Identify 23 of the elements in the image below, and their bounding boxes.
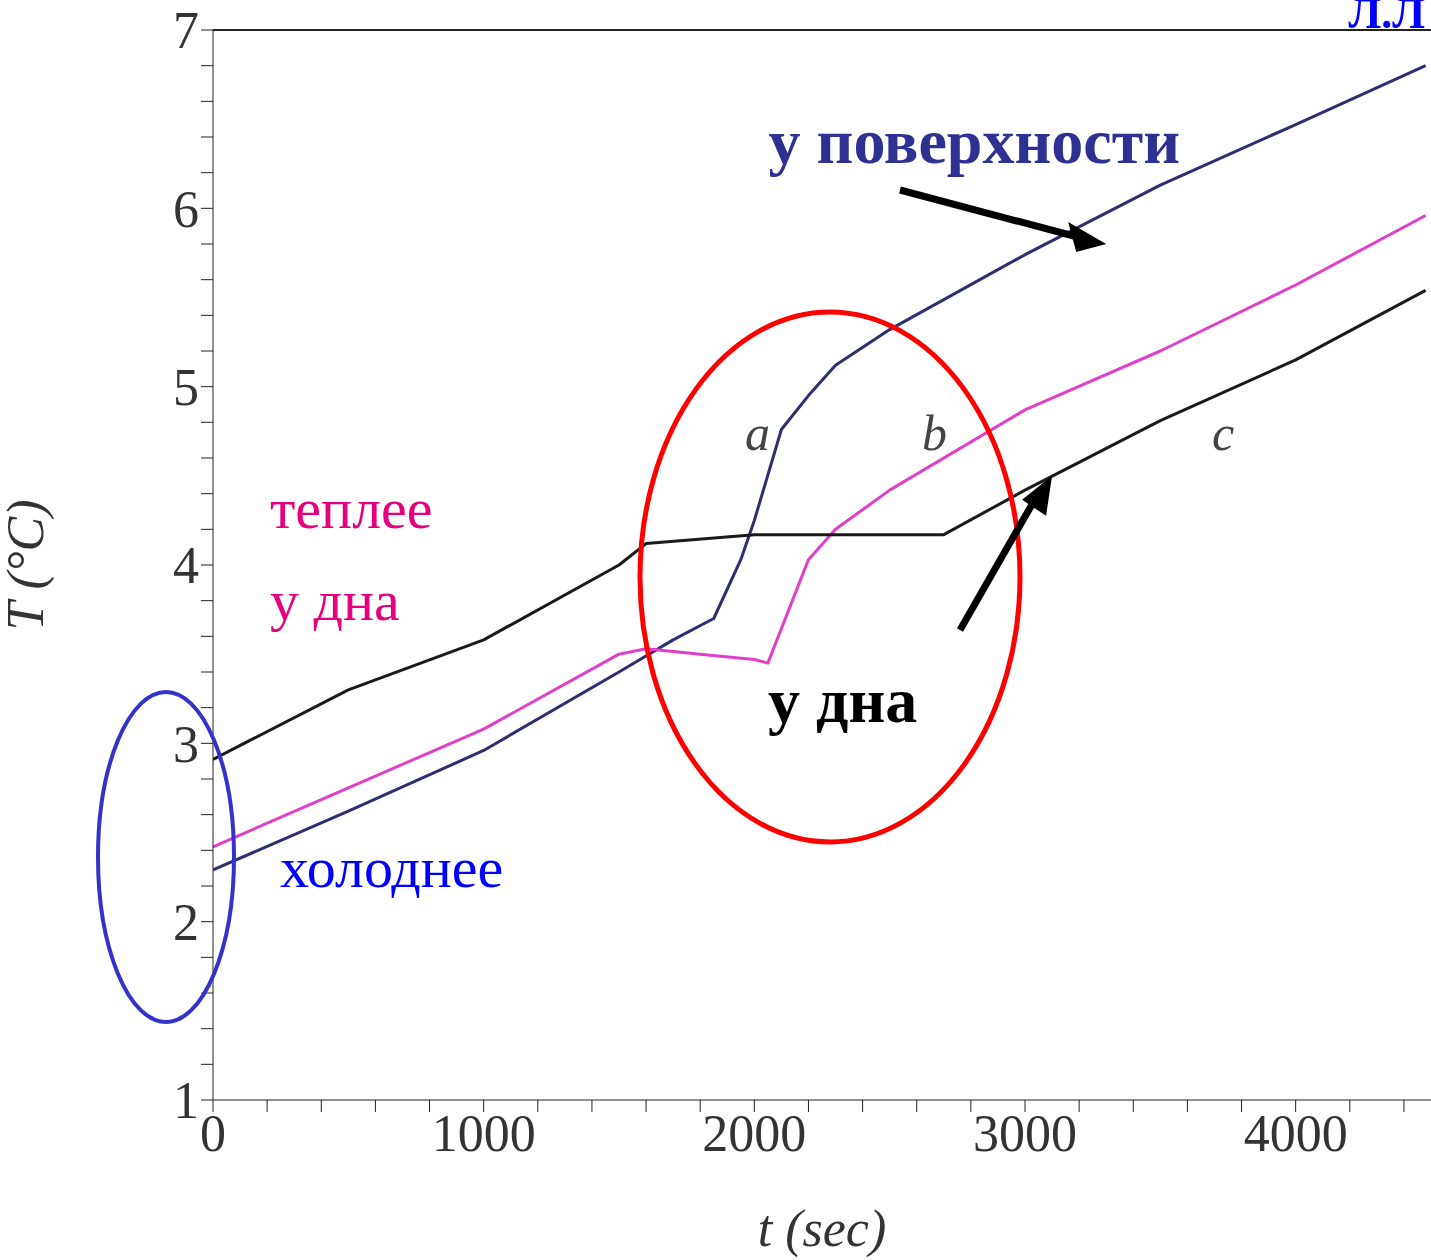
y-axis-title: T (°C): [0, 499, 56, 631]
x-tick-label: 4000: [1243, 1104, 1348, 1162]
y-tick-label: 7: [173, 2, 199, 60]
series-label: a: [745, 405, 770, 461]
x-tick-label: 2000: [702, 1104, 807, 1162]
series-label: c: [1212, 405, 1235, 461]
series-label: b: [922, 405, 947, 461]
x-axis-title: t (sec): [757, 1200, 887, 1258]
annotation: холоднее: [280, 835, 504, 900]
line-series: [213, 213, 1428, 849]
x-tick-label: 3000: [973, 1104, 1077, 1162]
annotation: у дна: [768, 665, 918, 736]
y-tick-label: 1: [173, 1072, 199, 1130]
annotation: теплее у дна: [270, 476, 433, 633]
y-tick-label: 4: [173, 537, 199, 595]
annotation: Л.Л: [1348, 0, 1426, 38]
y-tick-label: 3: [173, 715, 199, 773]
y-tick-label: 6: [173, 180, 199, 238]
y-tick-label: 5: [173, 359, 199, 417]
annotation: у поверхности: [768, 106, 1180, 177]
y-tick-label: 2: [173, 894, 199, 952]
x-tick-label: 0: [200, 1104, 226, 1162]
x-tick-label: 1000: [431, 1104, 536, 1162]
